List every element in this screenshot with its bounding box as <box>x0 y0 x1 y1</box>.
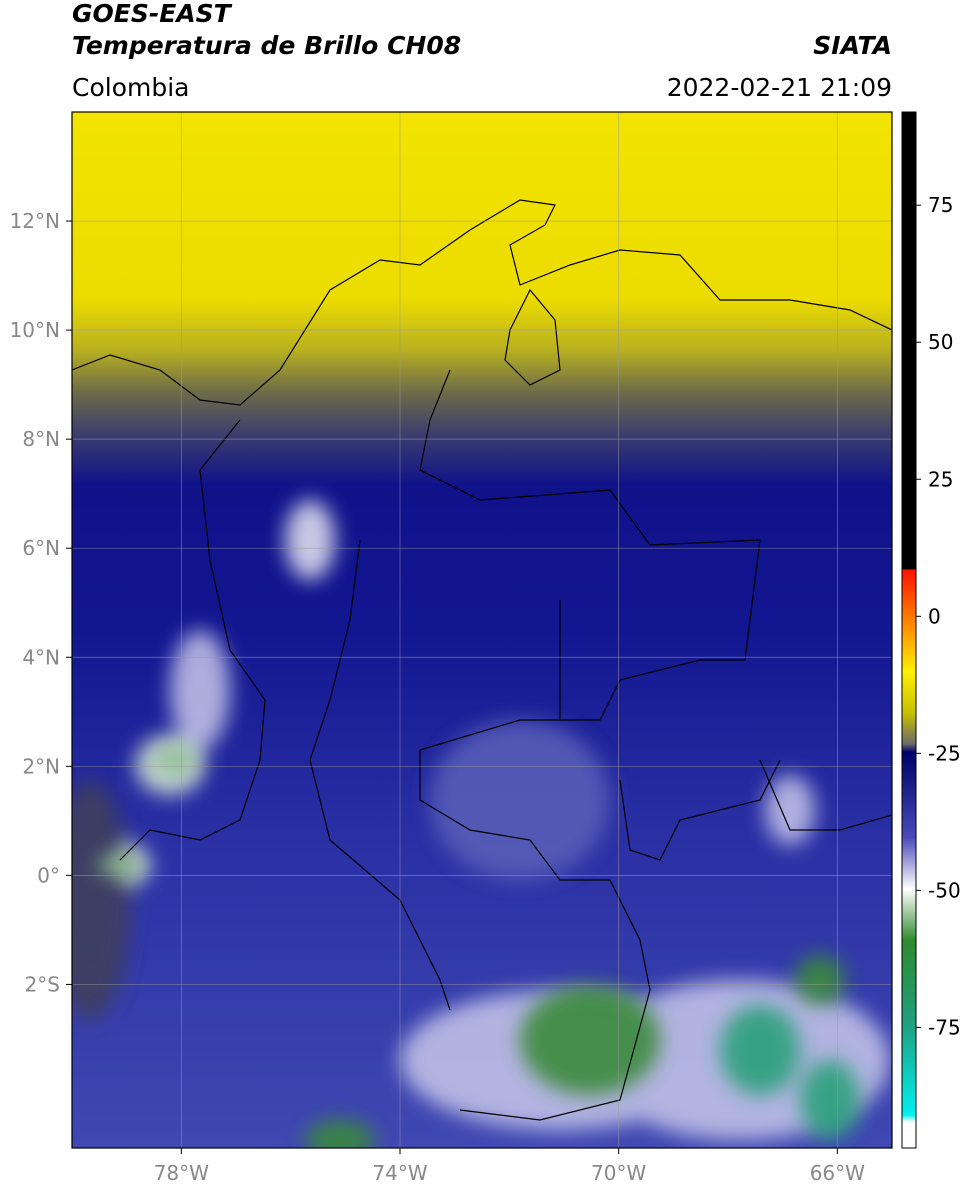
region: Colombia <box>72 73 189 102</box>
y-tick-label: 2°S <box>25 972 60 996</box>
colorbar-tick-label: -25 <box>928 741 961 765</box>
title: GOES-EAST <box>72 0 233 28</box>
satellite-image <box>72 112 892 1148</box>
colorbar-tick-label: 25 <box>928 467 953 491</box>
timestamp: 2022-02-21 21:09 <box>667 73 892 102</box>
colorbar-tick-label: -75 <box>928 1015 961 1039</box>
x-tick-label: 74°W <box>372 1161 427 1185</box>
source: SIATA <box>813 31 892 60</box>
y-tick-label: 2°N <box>22 754 60 778</box>
colorbar <box>901 111 917 1149</box>
map-frame <box>71 111 893 1149</box>
y-tick-label: 8°N <box>22 427 60 451</box>
y-tick-label: 10°N <box>10 318 60 342</box>
subtitle: Temperatura de Brillo CH08 <box>72 31 461 60</box>
x-tick-label: 78°W <box>154 1161 209 1185</box>
x-tick-label: 66°W <box>810 1161 865 1185</box>
y-tick-label: 12°N <box>10 209 60 233</box>
x-tick-label: 70°W <box>591 1161 646 1185</box>
y-tick-label: 4°N <box>22 645 60 669</box>
y-tick-label: 6°N <box>22 536 60 560</box>
colorbar-tick-label: -50 <box>928 878 961 902</box>
colorbar-tick-label: 0 <box>928 604 941 628</box>
y-tick-label: 0° <box>37 863 60 887</box>
grid <box>72 112 892 1148</box>
colorbar-tick-label: 50 <box>928 330 953 354</box>
colorbar-tick-label: 75 <box>928 193 953 217</box>
